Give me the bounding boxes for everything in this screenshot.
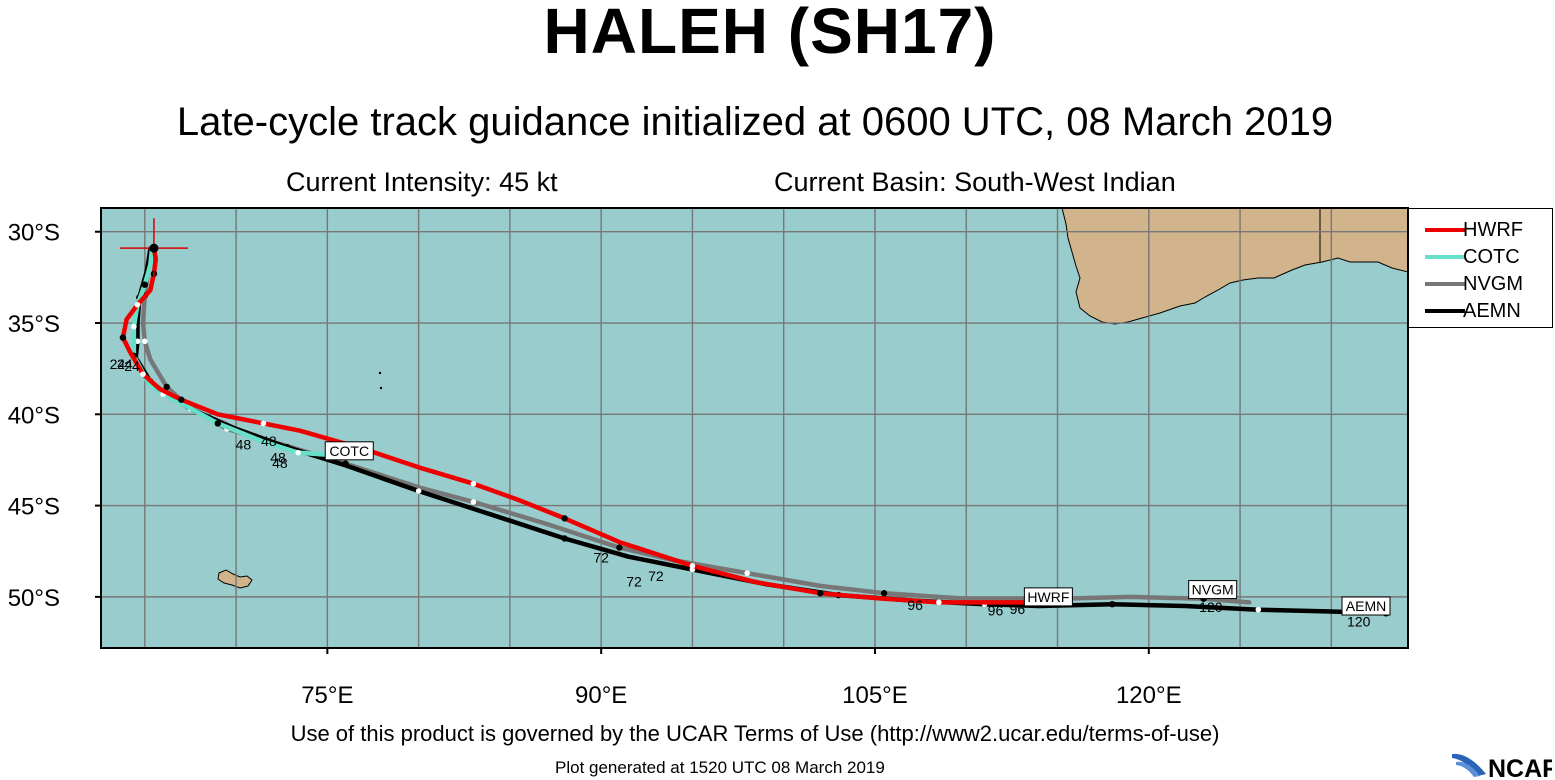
forecast-hour-label: 120 bbox=[1347, 614, 1371, 630]
storm-title: HALEH (SH17) bbox=[543, 0, 997, 67]
y-tick-label: 45°S bbox=[8, 494, 60, 521]
forecast-hour-label: 120 bbox=[1199, 599, 1223, 615]
track-point-hwrf bbox=[260, 420, 267, 427]
y-tick-label: 50°S bbox=[8, 585, 60, 612]
forecast-hour-label: 96 bbox=[907, 597, 923, 613]
track-point-hwrf bbox=[561, 515, 568, 522]
track-point-cotc bbox=[141, 281, 149, 288]
track-end-label-box bbox=[1341, 596, 1391, 616]
track-point-aemn bbox=[1255, 606, 1262, 613]
forecast-hour-label: 24 bbox=[117, 356, 133, 372]
track-point-nvgm bbox=[163, 383, 170, 391]
forecast-hour-label: 48 bbox=[272, 455, 288, 471]
track-end-label-box bbox=[324, 441, 374, 461]
track-point-hwrf bbox=[470, 480, 477, 487]
legend-label-nvgm: NVGM bbox=[1463, 272, 1523, 295]
track-end-label: AEMN bbox=[1346, 598, 1386, 614]
small-island bbox=[378, 371, 382, 375]
x-tick-label: 90°E bbox=[575, 682, 627, 709]
track-point-cotc bbox=[214, 420, 222, 427]
legend-swatch-nvgm bbox=[1425, 282, 1465, 286]
track-point-hwrf bbox=[134, 301, 141, 308]
legend-label-hwrf: HWRF bbox=[1463, 218, 1523, 241]
track-point-aemn bbox=[415, 488, 422, 494]
ncar-logo: NCAR bbox=[1452, 753, 1552, 780]
small-island bbox=[379, 386, 383, 390]
forecast-hour-label: 72 bbox=[648, 568, 664, 584]
track-point-nvgm bbox=[616, 544, 623, 551]
track-point-aemn bbox=[1109, 600, 1116, 608]
ncar-logo-text: NCAR bbox=[1488, 755, 1552, 780]
x-tick-label: 105°E bbox=[842, 682, 908, 709]
forecast-hour-label: 96 bbox=[1010, 601, 1026, 617]
track-point-nvgm bbox=[880, 590, 888, 597]
track-point-nvgm bbox=[470, 499, 477, 505]
forecast-hour-label: 72 bbox=[593, 550, 609, 566]
forecast-hour-label: 48 bbox=[236, 437, 252, 453]
legend-swatch-cotc bbox=[1425, 255, 1465, 259]
forecast-hour-label: 48 bbox=[261, 433, 277, 449]
track-point-hwrf bbox=[140, 371, 146, 377]
track-point-hwrf bbox=[689, 563, 696, 569]
track-point-aemn bbox=[561, 535, 568, 542]
legend-label-cotc: COTC bbox=[1463, 245, 1520, 268]
track-nvgm bbox=[140, 245, 1252, 605]
y-tick-label: 30°S bbox=[8, 220, 60, 247]
track-point-hwrf bbox=[936, 599, 942, 606]
forecast-hour-label: 48 bbox=[270, 449, 286, 465]
y-tick-label: 40°S bbox=[8, 402, 60, 429]
legend-item-aemn: AEMN bbox=[1425, 298, 1521, 324]
model-legend: HWRF COTC NVGM AEMN bbox=[1408, 208, 1553, 328]
legend-swatch-aemn bbox=[1425, 309, 1465, 313]
track-point-hwrf bbox=[178, 396, 185, 403]
terms-of-use-notice: Use of this product is governed by the U… bbox=[290, 721, 1220, 746]
legend-item-hwrf: HWRF bbox=[1425, 217, 1523, 243]
track-hwrf bbox=[120, 245, 1051, 605]
current-intensity: Current Intensity: 45 kt bbox=[286, 167, 558, 197]
track-point-cotc bbox=[131, 323, 137, 330]
track-end-label: NVGM bbox=[1192, 582, 1234, 598]
track-end-label-box bbox=[1023, 587, 1073, 607]
guidance-subtitle: Late-cycle track guidance initialized at… bbox=[176, 100, 1334, 144]
track-end-label: COTC bbox=[329, 443, 369, 459]
x-tick-label: 75°E bbox=[301, 682, 353, 709]
track-point-cotc bbox=[295, 449, 301, 456]
track-aemn bbox=[133, 247, 1389, 616]
track-end-label-box bbox=[1188, 580, 1238, 600]
plot-generated-time: Plot generated at 1520 UTC 08 March 2019 bbox=[555, 758, 885, 777]
legend-label-aemn: AEMN bbox=[1463, 299, 1521, 322]
forecast-hour-label: 24 bbox=[124, 358, 140, 374]
track-point-nvgm bbox=[744, 570, 750, 576]
map-frame bbox=[100, 207, 1409, 649]
legend-item-nvgm: NVGM bbox=[1425, 271, 1523, 297]
track-point-nvgm bbox=[142, 338, 148, 345]
forecast-hour-label: 96 bbox=[988, 603, 1004, 619]
current-basin: Current Basin: South-West Indian bbox=[774, 167, 1176, 197]
forecast-hour-label: 24 bbox=[110, 356, 126, 372]
y-tick-label: 35°S bbox=[8, 311, 60, 338]
kerguelen-islands bbox=[217, 569, 253, 589]
legend-item-cotc: COTC bbox=[1425, 244, 1520, 270]
track-end-label: HWRF bbox=[1027, 589, 1069, 605]
track-point-hwrf bbox=[817, 590, 824, 597]
current-position-dot bbox=[149, 243, 159, 253]
track-point-hwrf bbox=[119, 334, 127, 341]
legend-swatch-hwrf bbox=[1425, 228, 1465, 232]
x-tick-label: 120°E bbox=[1116, 682, 1182, 709]
forecast-hour-label: 72 bbox=[626, 573, 642, 589]
